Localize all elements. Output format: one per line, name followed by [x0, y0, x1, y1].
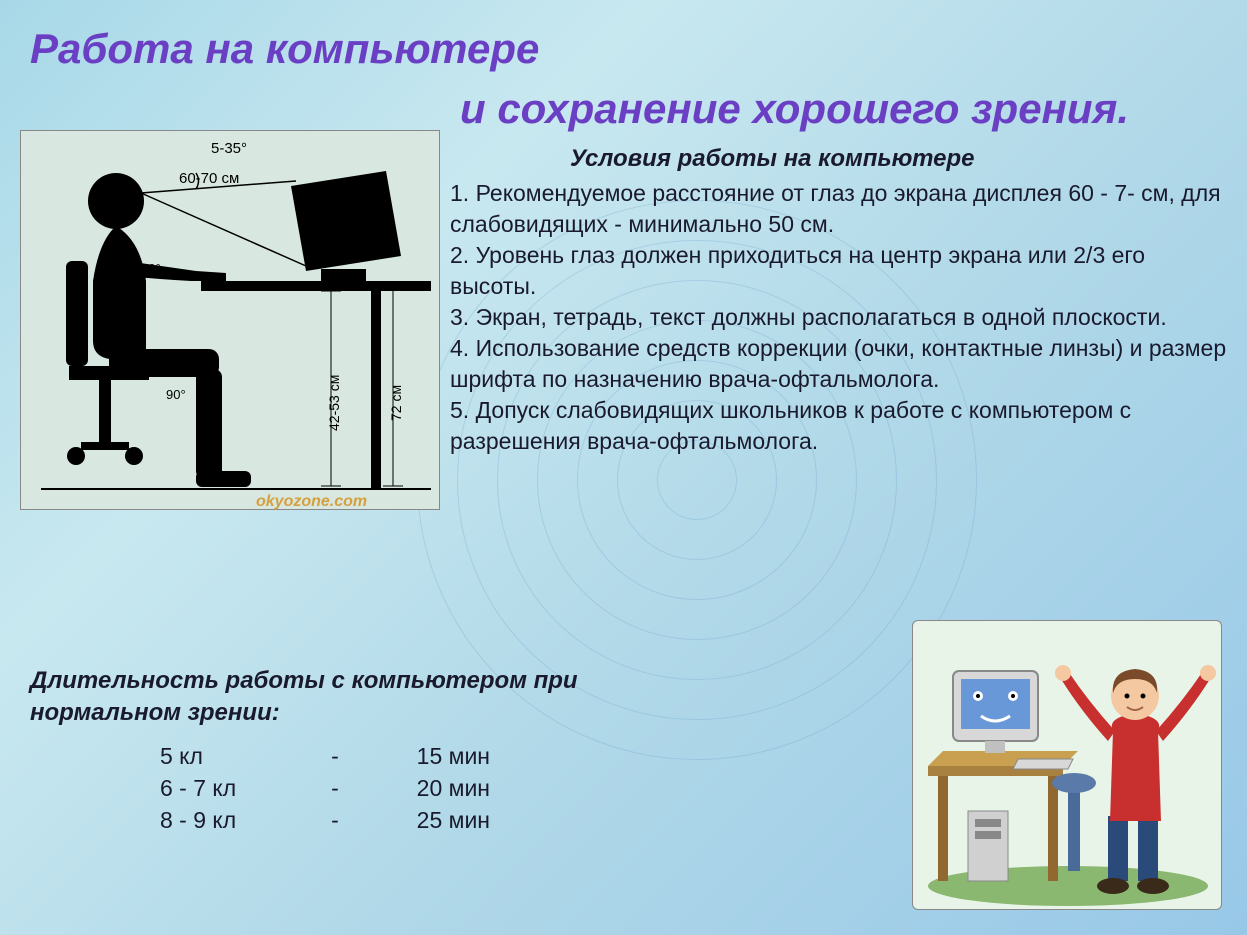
distance-label: 60-70 см: [179, 170, 239, 187]
dash-cell: -: [300, 772, 370, 804]
conditions-list: 1. Рекомендуемое расстояние от глаз до э…: [450, 178, 1230, 457]
minutes-cell: 15 мин: [370, 740, 490, 772]
grade-cell: 6 - 7 кл: [160, 772, 300, 804]
seat-height-label: 42-53 см: [326, 375, 342, 431]
conditions-subtitle: Условия работы на компьютере: [570, 145, 974, 173]
duration-table: 5 кл - 15 мин 6 - 7 кл - 20 мин 8 - 9 кл…: [160, 740, 490, 837]
duration-title: Длительность работы с компьютером при но…: [30, 665, 680, 730]
condition-item: 2. Уровень глаз должен приходиться на це…: [450, 240, 1230, 302]
minutes-cell: 20 мин: [370, 772, 490, 804]
condition-item: 1. Рекомендуемое расстояние от глаз до э…: [450, 178, 1230, 240]
watermark: okyozone.com: [256, 493, 367, 510]
grade-cell: 5 кл: [160, 740, 300, 772]
dash-cell: -: [300, 740, 370, 772]
dash-cell: -: [300, 804, 370, 836]
condition-item: 3. Экран, тетрадь, текст должны располаг…: [450, 302, 1230, 333]
grade-cell: 8 - 9 кл: [160, 804, 300, 836]
duration-row: 6 - 7 кл - 20 мин: [160, 772, 490, 804]
condition-item: 5. Допуск слабовидящих школьников к рабо…: [450, 395, 1230, 457]
desk-height-label: 72 см: [388, 385, 404, 421]
duration-row: 8 - 9 кл - 25 мин: [160, 804, 490, 836]
elbow-label: 90°: [141, 261, 161, 276]
duration-row: 5 кл - 15 мин: [160, 740, 490, 772]
knee-label: 90°: [166, 387, 186, 402]
angle-label: 5-35°: [211, 140, 247, 157]
main-title-line1: Работа на компьютере: [30, 25, 539, 73]
kid-illustration: [912, 620, 1222, 910]
minutes-cell: 25 мин: [370, 804, 490, 836]
posture-diagram: 5-35° 60-70 см 90° 90° 42-53 см 72 см ok…: [20, 130, 440, 510]
condition-item: 4. Использование средств коррекции (очки…: [450, 333, 1230, 395]
main-title-line2: и сохранение хорошего зрения.: [460, 85, 1129, 133]
